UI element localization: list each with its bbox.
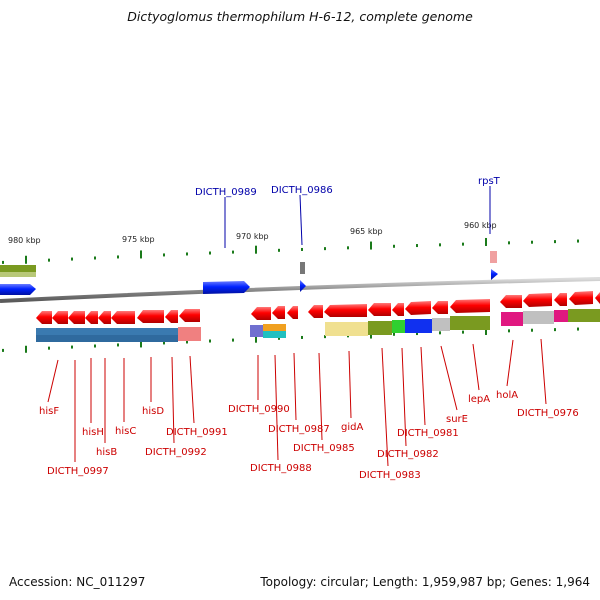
gene-label-DICTH_0983: DICTH_0983 (359, 470, 421, 481)
gene-label-lepA: lepA (468, 394, 490, 405)
ruler-tick (209, 251, 211, 255)
ruler-tick (186, 252, 188, 256)
gene-label-DICTH_0985: DICTH_0985 (293, 443, 355, 454)
ruler-label-970: 970 kbp (236, 232, 269, 241)
ruler-label-975: 975 kbp (122, 235, 155, 244)
ruler-tick (485, 237, 487, 246)
ruler-tick (439, 331, 441, 335)
gene-label-hisH: hisH (82, 427, 104, 438)
ruler-tick (416, 332, 418, 336)
ruler-tick (117, 255, 119, 259)
gene-label-hisF: hisF (39, 406, 59, 417)
ruler-label-965: 965 kbp (350, 227, 383, 236)
gene-arrow-forward-0986 (300, 280, 306, 292)
gene-label-DICTH_0991: DICTH_0991 (166, 427, 228, 438)
ruler-tick (255, 245, 257, 254)
ruler-tick (370, 241, 372, 250)
gene-arrow-forward-0989 (203, 281, 250, 294)
feature-block-top-left-2 (0, 272, 36, 277)
gene-label-DICTH_0990: DICTH_0990 (228, 404, 290, 415)
feature-block-top-left (0, 265, 36, 272)
gene-label-DICTH_0986: DICTH_0986 (271, 185, 333, 196)
ruler-tick (347, 246, 349, 250)
map-title: Dictyoglomus thermophilum H-6-12, comple… (127, 9, 473, 24)
tick-row-bottom (2, 327, 579, 353)
gene-label-DICTH_0981: DICTH_0981 (397, 428, 459, 439)
ruler-tick (531, 240, 533, 244)
ruler-tick (554, 240, 556, 244)
ruler-tick (94, 344, 96, 348)
ruler-tick (508, 329, 510, 333)
ruler-tick (462, 330, 464, 334)
ruler-tick (255, 335, 257, 343)
ruler-tick (48, 346, 50, 350)
ruler-tick (117, 343, 119, 347)
ruler-tick (577, 239, 579, 243)
gene-label-DICTH_0997: DICTH_0997 (47, 466, 109, 477)
leader-lines-blue (224, 186, 491, 248)
gene-label-holA: holA (496, 390, 518, 401)
gene-arrow-forward-left (0, 284, 36, 295)
ruler-tick (94, 256, 96, 260)
ruler-label-960: 960 kbp (464, 221, 497, 230)
gene-label-hisC: hisC (115, 426, 136, 437)
feature-blocks-bottom (36, 309, 600, 342)
ruler-tick (163, 341, 165, 345)
gene-arrow-forward-rpsT (491, 269, 498, 280)
gene-label-DICTH_0989: DICTH_0989 (195, 187, 257, 198)
ruler-tick (324, 335, 326, 339)
ruler-tick (48, 258, 50, 262)
ruler-tick (209, 339, 211, 343)
ruler-tick (439, 243, 441, 247)
ruler-tick (232, 250, 234, 254)
gene-label-DICTH_0988: DICTH_0988 (250, 463, 312, 474)
reverse-strand-arrows (36, 291, 600, 324)
ruler-tick (508, 241, 510, 245)
ruler-tick (71, 345, 73, 349)
feature-block-0986 (300, 262, 305, 274)
ruler-tick (25, 255, 27, 264)
ruler-tick (301, 247, 303, 251)
ruler-tick (485, 327, 487, 335)
ruler-tick (577, 327, 579, 331)
ruler-tick (25, 345, 27, 353)
leader-lines-red (47, 338, 547, 467)
gene-label-rpsT: rpsT (478, 176, 501, 187)
gene-label-DICTH_0982: DICTH_0982 (377, 449, 439, 460)
feature-block-rpsT (490, 251, 497, 263)
ruler-tick (531, 328, 533, 332)
ruler-tick (140, 340, 142, 348)
ruler-tick (232, 338, 234, 342)
ruler-tick (278, 248, 280, 252)
gene-label-DICTH_0976: DICTH_0976 (517, 408, 579, 419)
gene-label-DICTH_0992: DICTH_0992 (145, 447, 207, 458)
ruler-tick (2, 348, 4, 352)
ruler-tick (462, 242, 464, 246)
gene-label-hisD: hisD (142, 406, 164, 417)
ruler-tick (554, 328, 556, 332)
tick-row-top (2, 237, 579, 264)
ruler-tick (140, 250, 142, 259)
ruler-tick (393, 244, 395, 248)
ruler-tick (301, 335, 303, 339)
ruler-tick (393, 332, 395, 336)
gene-labels-red: hisF DICTH_0997 hisH hisB hisC hisD DICT… (39, 390, 579, 481)
gene-label-hisB: hisB (96, 447, 117, 458)
gene-labels-blue: DICTH_0989 DICTH_0986 rpsT (195, 176, 501, 198)
ruler-tick (324, 247, 326, 251)
ruler-tick (2, 260, 4, 264)
ruler-tick (370, 331, 372, 339)
ruler-label-980: 980 kbp (8, 236, 41, 245)
ruler-tick (163, 253, 165, 257)
ruler-tick (278, 336, 280, 340)
ruler-tick (416, 244, 418, 248)
genome-summary-text: Topology: circular; Length: 1,959,987 bp… (260, 575, 590, 589)
ruler-tick (186, 340, 188, 344)
gene-label-surE: surE (446, 414, 468, 425)
ruler-tick (71, 257, 73, 261)
gene-label-gidA: gidA (341, 422, 363, 433)
accession-text: Accession: NC_011297 (9, 575, 146, 589)
gene-label-DICTH_0987: DICTH_0987 (268, 424, 330, 435)
